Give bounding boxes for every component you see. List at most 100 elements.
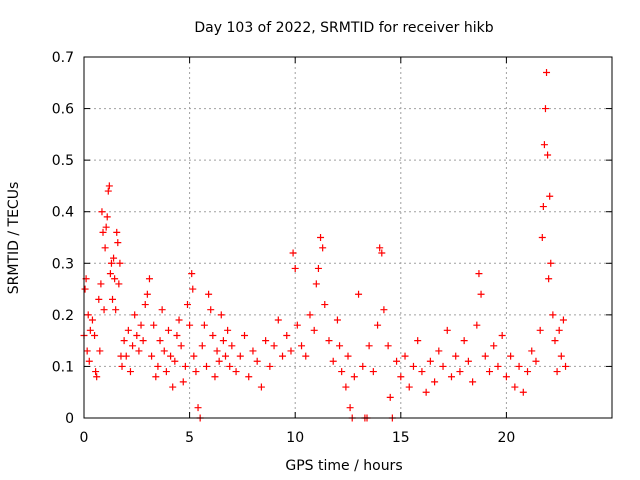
data-point: [329, 357, 337, 365]
x-tick-label: 5: [185, 430, 194, 446]
data-point: [431, 378, 439, 386]
data-point: [145, 275, 153, 283]
data-point: [103, 213, 111, 221]
y-tick-label: 0.2: [52, 308, 74, 324]
data-point: [473, 321, 481, 329]
data-point: [96, 347, 104, 355]
data-point: [511, 383, 519, 391]
data-point: [92, 368, 100, 376]
data-point: [551, 337, 559, 345]
data-point: [519, 388, 527, 396]
data-point: [104, 187, 112, 195]
data-point: [549, 311, 557, 319]
data-point: [393, 357, 401, 365]
data-point: [443, 326, 451, 334]
data-point: [547, 259, 555, 267]
data-point: [133, 331, 141, 339]
plot-frame: [83, 56, 613, 419]
data-point: [124, 326, 132, 334]
data-point: [298, 342, 306, 350]
data-point: [205, 290, 213, 298]
data-point: [344, 352, 352, 360]
data-point: [524, 368, 532, 376]
data-point: [107, 259, 115, 267]
data-point: [257, 383, 265, 391]
data-point: [319, 244, 327, 252]
data-point: [245, 373, 253, 381]
data-point: [209, 331, 217, 339]
data-point: [539, 203, 547, 211]
data-point: [557, 352, 565, 360]
data-point: [546, 192, 554, 200]
data-point: [460, 337, 468, 345]
data-point: [532, 357, 540, 365]
data-point: [553, 368, 561, 376]
data-point: [338, 368, 346, 376]
x-tick-label: 20: [497, 430, 515, 446]
data-point: [143, 290, 151, 298]
data-point: [183, 301, 191, 309]
y-tick-label: 0.4: [52, 205, 74, 221]
data-point: [97, 280, 105, 288]
data-point: [376, 244, 384, 252]
data-point: [486, 368, 494, 376]
chart-title: Day 103 of 2022, SRMTID for receiver hik…: [194, 20, 493, 36]
data-point: [207, 306, 215, 314]
data-point: [224, 326, 232, 334]
data-point: [490, 342, 498, 350]
data-point: [452, 352, 460, 360]
data-point: [135, 347, 143, 355]
data-point: [141, 301, 149, 309]
data-point: [283, 331, 291, 339]
data-point: [84, 311, 92, 319]
data-point: [270, 342, 278, 350]
data-point: [293, 321, 301, 329]
data-point: [118, 362, 126, 370]
data-point: [81, 285, 89, 293]
data-point: [310, 326, 318, 334]
data-point: [333, 316, 341, 324]
data-point: [137, 321, 145, 329]
data-point: [213, 347, 221, 355]
data-point: [540, 141, 548, 149]
data-point: [481, 352, 489, 360]
data-point: [192, 368, 200, 376]
data-point: [507, 352, 515, 360]
data-point: [544, 151, 552, 159]
data-point: [175, 316, 183, 324]
data-point: [545, 275, 553, 283]
data-point: [456, 368, 464, 376]
y-tick-label: 0.3: [52, 256, 74, 272]
data-point: [346, 404, 354, 412]
y-tick-label: 0.1: [52, 359, 74, 375]
data-point: [369, 368, 377, 376]
y-tick-label: 0.6: [52, 102, 74, 118]
data-point: [302, 352, 310, 360]
data-point: [198, 342, 206, 350]
data-point: [541, 105, 549, 113]
data-point: [359, 362, 367, 370]
x-tick-label: 15: [392, 430, 410, 446]
data-point: [148, 352, 156, 360]
data-point: [162, 368, 170, 376]
data-point: [386, 393, 394, 401]
data-point: [113, 228, 121, 236]
y-tick-label: 0.7: [52, 50, 74, 66]
data-point: [477, 290, 485, 298]
data-point: [439, 362, 447, 370]
data-point: [98, 208, 106, 216]
data-point: [528, 347, 536, 355]
data-point: [88, 316, 96, 324]
data-point: [194, 404, 202, 412]
data-point: [131, 311, 139, 319]
data-point: [236, 352, 244, 360]
data-point: [414, 337, 422, 345]
data-point: [101, 244, 109, 252]
data-point: [543, 68, 551, 76]
data-point: [126, 368, 134, 376]
data-point: [111, 275, 119, 283]
data-point: [171, 357, 179, 365]
data-point: [139, 337, 147, 345]
data-point: [186, 321, 194, 329]
